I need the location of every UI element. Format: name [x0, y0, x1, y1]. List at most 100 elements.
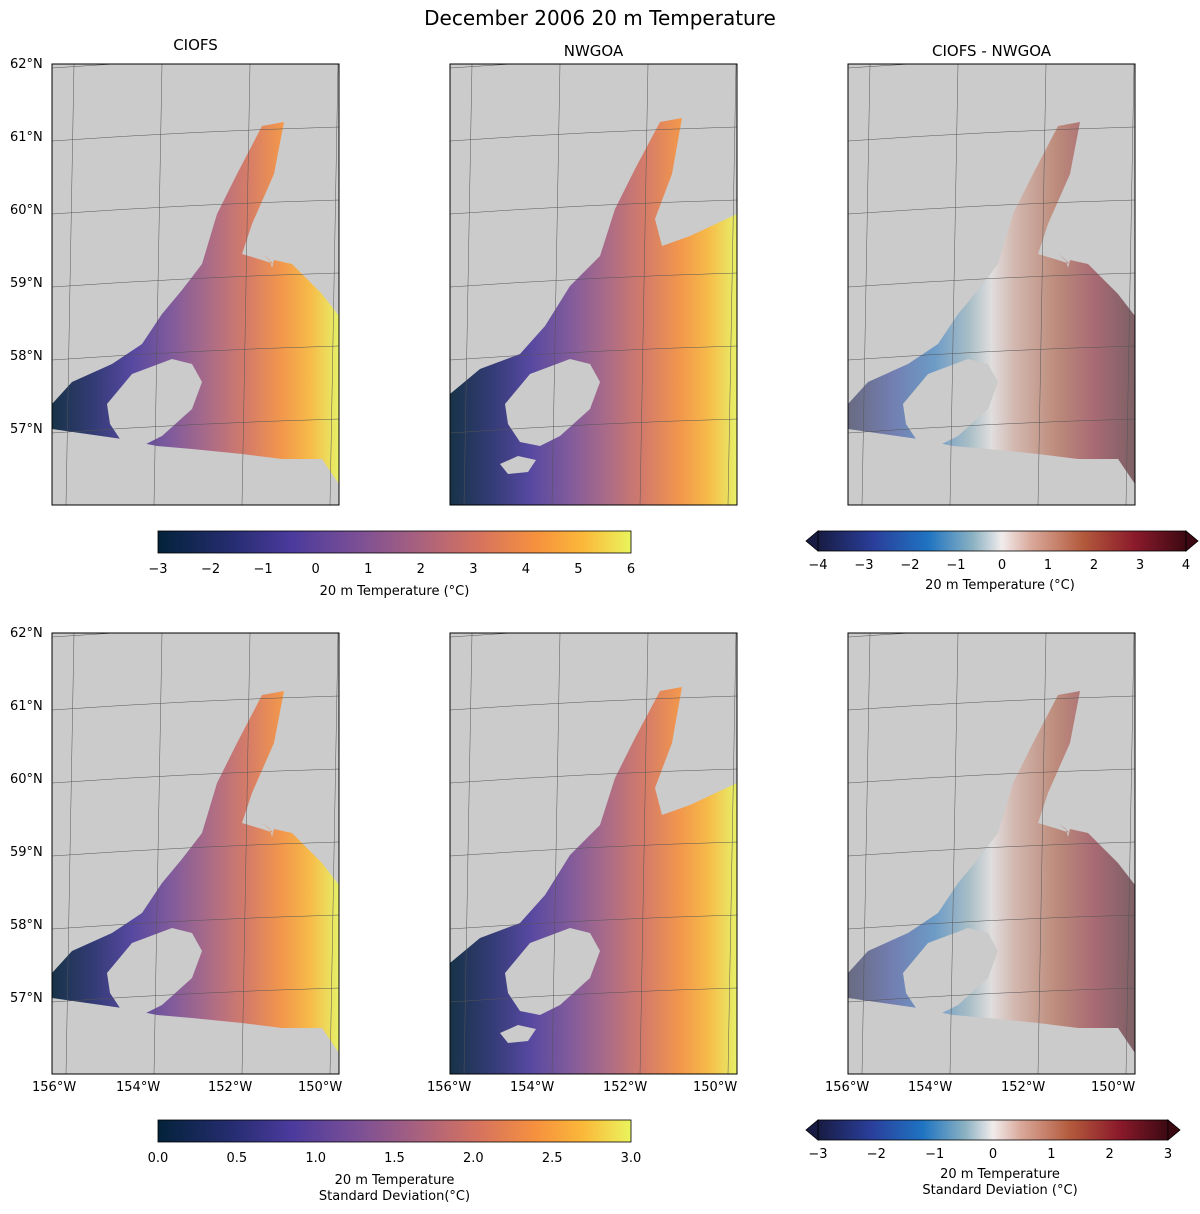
colorbar-temp-tick: 3 — [469, 562, 478, 577]
colorbar-tempdiff-tick: −2 — [900, 558, 920, 573]
colorbar-stddiff-tick: 3 — [1163, 1147, 1173, 1162]
lon-tick-150-center: 150°W — [693, 1080, 738, 1095]
colorbar-stddiff-extend-high — [1167, 1119, 1181, 1141]
colorbar-temp-tick: 4 — [521, 562, 531, 577]
colorbar-stddiff-tick: 1 — [1047, 1147, 1056, 1162]
kodiak-island — [107, 359, 202, 446]
lat-gridline — [450, 841, 737, 857]
lat-gridline — [52, 914, 339, 930]
lat-gridline — [52, 199, 339, 215]
colorbar-std — [157, 1119, 632, 1143]
lat-gridline — [450, 695, 737, 711]
colorbar-tempdiff-tick: 1 — [1043, 558, 1053, 573]
lon-gridline — [639, 633, 649, 1074]
lon-gridline — [949, 633, 959, 1074]
lat-gridline — [52, 633, 118, 638]
lat-gridline — [450, 418, 737, 434]
lat-tick-57-top: 57°N — [10, 422, 43, 437]
colorbar-temp-tick: 1 — [364, 562, 373, 577]
colorbar-tempdiff-tick: 4 — [1181, 558, 1191, 573]
panel-title-ciofs: CIOFS — [173, 36, 218, 54]
kodiak-island — [505, 928, 600, 1015]
lat-gridline — [848, 418, 1135, 434]
colorbar-stddiff-tick: 2 — [1105, 1147, 1114, 1162]
lat-tick-57-bottom: 57°N — [10, 991, 43, 1006]
map-panel-5 — [450, 633, 737, 1074]
panel-title-difference: CIOFS - NWGOA — [931, 42, 1052, 60]
lon-tick-154-center: 154°W — [510, 1080, 555, 1095]
lat-gridline — [52, 841, 339, 857]
colorbar-temp-tick: 6 — [626, 562, 636, 577]
lon-gridline — [329, 633, 339, 1074]
lon-gridline — [241, 633, 251, 1074]
colorbar-stddiff-label-line1: 20 m Temperature — [940, 1167, 1060, 1182]
lat-tick-62-top: 62°N — [10, 57, 43, 72]
kodiak-island — [903, 928, 998, 1015]
colorbar-std-tick: 0.5 — [226, 1151, 248, 1166]
colorbar-stddiff-tick: −1 — [925, 1147, 945, 1162]
lat-gridline — [52, 64, 118, 69]
lon-gridline — [551, 64, 561, 505]
lon-gridline — [639, 64, 649, 505]
lon-gridline — [1037, 633, 1047, 1074]
panel-frame — [847, 632, 1136, 1075]
lat-tick-62-bottom: 62°N — [10, 626, 43, 641]
colorbar-std-tick: 3.0 — [620, 1151, 642, 1166]
lat-gridline — [450, 768, 737, 784]
map-panel-3 — [848, 64, 1135, 505]
lon-tick-152-center: 152°W — [603, 1080, 648, 1095]
lon-tick-150-right: 150°W — [1091, 1080, 1136, 1095]
colorbar-stddiff-tick: −2 — [866, 1147, 886, 1162]
small-island — [102, 456, 138, 474]
lon-tick-156-center: 156°W — [427, 1080, 472, 1095]
lon-tick-150-left: 150°W — [298, 1080, 343, 1095]
lat-gridline — [848, 64, 914, 69]
lat-gridline — [450, 272, 737, 288]
colorbar-tempdiff — [817, 530, 1187, 552]
lat-gridline — [450, 64, 516, 69]
colorbar-tempdiff-tick: 2 — [1089, 558, 1099, 573]
lon-gridline — [1125, 64, 1135, 505]
lat-gridline — [450, 345, 737, 361]
panel-title-nwgoa: NWGOA — [563, 42, 624, 60]
small-island — [500, 1025, 536, 1043]
lat-gridline — [848, 199, 1135, 215]
lat-gridline — [848, 841, 1135, 857]
lon-gridline — [65, 633, 75, 1074]
colorbar-std-tick: 2.5 — [541, 1151, 563, 1166]
lon-gridline — [727, 633, 737, 1074]
colorbar-stddiff-extend-low — [805, 1119, 819, 1141]
colorbar-temp-tick: 5 — [574, 562, 583, 577]
kodiak-island — [107, 928, 202, 1015]
lat-gridline — [848, 126, 1135, 142]
map-panel-4 — [52, 633, 339, 1074]
panel-frame — [51, 632, 340, 1075]
kodiak-island — [505, 359, 600, 446]
lon-tick-154-right: 154°W — [908, 1080, 953, 1095]
lon-gridline — [329, 64, 339, 505]
colorbar-std-tick: 2.0 — [462, 1151, 484, 1166]
small-island — [102, 1025, 138, 1043]
colorbar-stddiff-tick: −3 — [808, 1147, 828, 1162]
lat-gridline — [450, 914, 737, 930]
colorbar-temp-tick: −2 — [200, 562, 221, 577]
lat-gridline — [848, 987, 1135, 1003]
lat-gridline — [450, 199, 737, 215]
lat-tick-61-bottom: 61°N — [10, 699, 43, 714]
lon-gridline — [1125, 633, 1135, 1074]
lat-tick-58-top: 58°N — [10, 349, 43, 364]
lon-tick-154-left: 154°W — [116, 1080, 161, 1095]
kodiak-island — [903, 359, 998, 446]
colorbar-std-tick: 0.0 — [147, 1151, 169, 1166]
lat-gridline — [450, 126, 737, 142]
lon-gridline — [241, 64, 251, 505]
lat-gridline — [52, 768, 339, 784]
small-island — [898, 456, 934, 474]
lat-gridline — [52, 695, 339, 711]
lat-gridline — [848, 272, 1135, 288]
colorbar-std-label-line1: 20 m Temperature — [334, 1173, 455, 1188]
lon-tick-156-left: 156°W — [32, 1080, 77, 1095]
figure-title: December 2006 20 m Temperature — [424, 6, 776, 30]
colorbar-tempdiff-extend-high — [1185, 530, 1199, 552]
